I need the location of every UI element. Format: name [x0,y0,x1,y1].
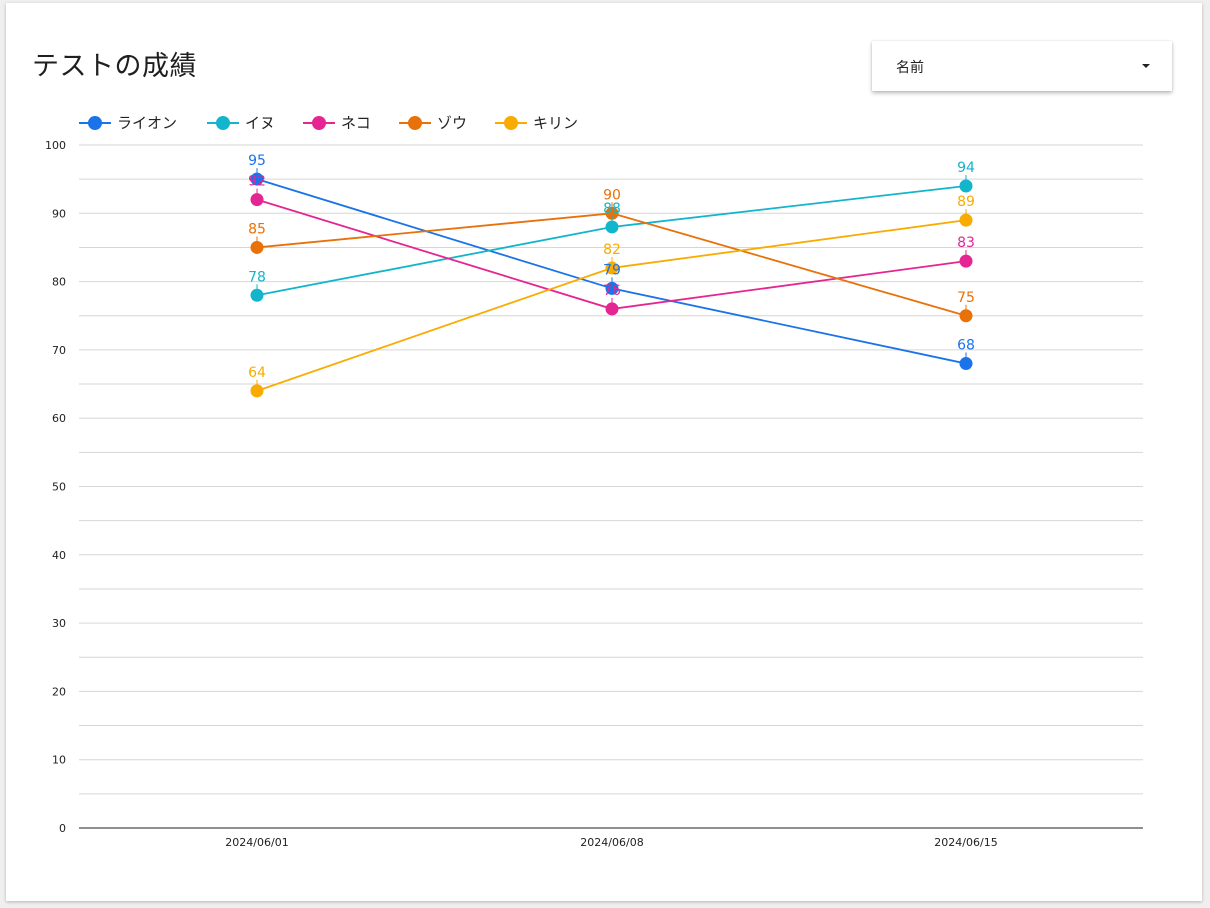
data-point [959,254,973,268]
data-point [250,384,264,398]
x-tick-label: 2024/06/08 [580,836,643,849]
data-label: 90 [603,187,621,203]
legend-label: ゾウ [437,114,467,132]
data-label: 79 [603,262,621,278]
legend-item: イヌ [207,114,275,132]
legend-marker [88,116,102,130]
data-label: 85 [248,221,266,237]
legend-item: ゾウ [399,114,467,132]
data-point [250,172,264,186]
legend-label: ライオン [117,114,177,132]
data-point [250,240,264,254]
y-tick-label: 60 [52,412,66,425]
data-label: 95 [248,153,266,169]
y-tick-label: 70 [52,344,66,357]
chart-data-labels: 95 79 68 78 88 94 92 76 83 85 90 75 64 82 89 [248,153,975,385]
legend-label: ネコ [341,114,371,132]
data-label: 78 [248,269,266,285]
data-label: 82 [603,242,621,258]
data-point [605,220,619,234]
data-point [605,302,619,316]
legend-marker [504,116,518,130]
data-label: 92 [248,174,266,190]
x-tick-label: 2024/06/01 [225,836,288,849]
legend-item: キリン [495,114,578,132]
y-tick-label: 40 [52,549,66,562]
legend-item: ネコ [303,114,371,132]
data-point [605,281,619,295]
y-tick-label: 10 [52,754,66,767]
caret-down-icon [1142,64,1150,68]
data-label: 83 [957,235,975,251]
data-point [250,288,264,302]
chart-legend: ライオン イヌ ネコ ゾウ キリン [79,114,578,132]
data-label: 68 [957,338,975,354]
data-point [959,213,973,227]
legend-marker [408,116,422,130]
data-point [959,309,973,323]
data-point [605,261,619,275]
y-tick-label: 50 [52,481,66,494]
data-label: 76 [603,283,621,299]
data-point [959,357,973,371]
legend-marker [216,116,230,130]
y-tick-label: 90 [52,207,66,220]
y-tick-label: 0 [59,822,66,835]
legend-item: ライオン [79,114,177,132]
page-title: テストの成績 [32,51,197,82]
data-label: 75 [957,290,975,306]
data-label: 88 [603,201,621,217]
legend-label: キリン [533,114,578,132]
data-point [605,206,619,220]
y-tick-label: 80 [52,276,66,289]
chart-points [250,172,973,398]
y-tick-label: 20 [52,685,66,698]
data-point [959,179,973,193]
name-dropdown[interactable]: 名前 [872,41,1172,91]
y-tick-label: 30 [52,617,66,630]
data-label: 89 [957,194,975,210]
chart-axes: 0 10 20 30 40 50 60 70 80 90 100 2024/06/01 2024/06/… [45,139,1143,849]
x-tick-label: 2024/06/15 [934,836,997,849]
legend-label: イヌ [245,114,275,132]
data-label: 64 [248,365,266,381]
data-point [250,193,264,207]
dropdown-label: 名前 [896,60,924,76]
y-tick-label: 100 [45,139,66,152]
data-label: 94 [957,160,975,176]
legend-marker [312,116,326,130]
